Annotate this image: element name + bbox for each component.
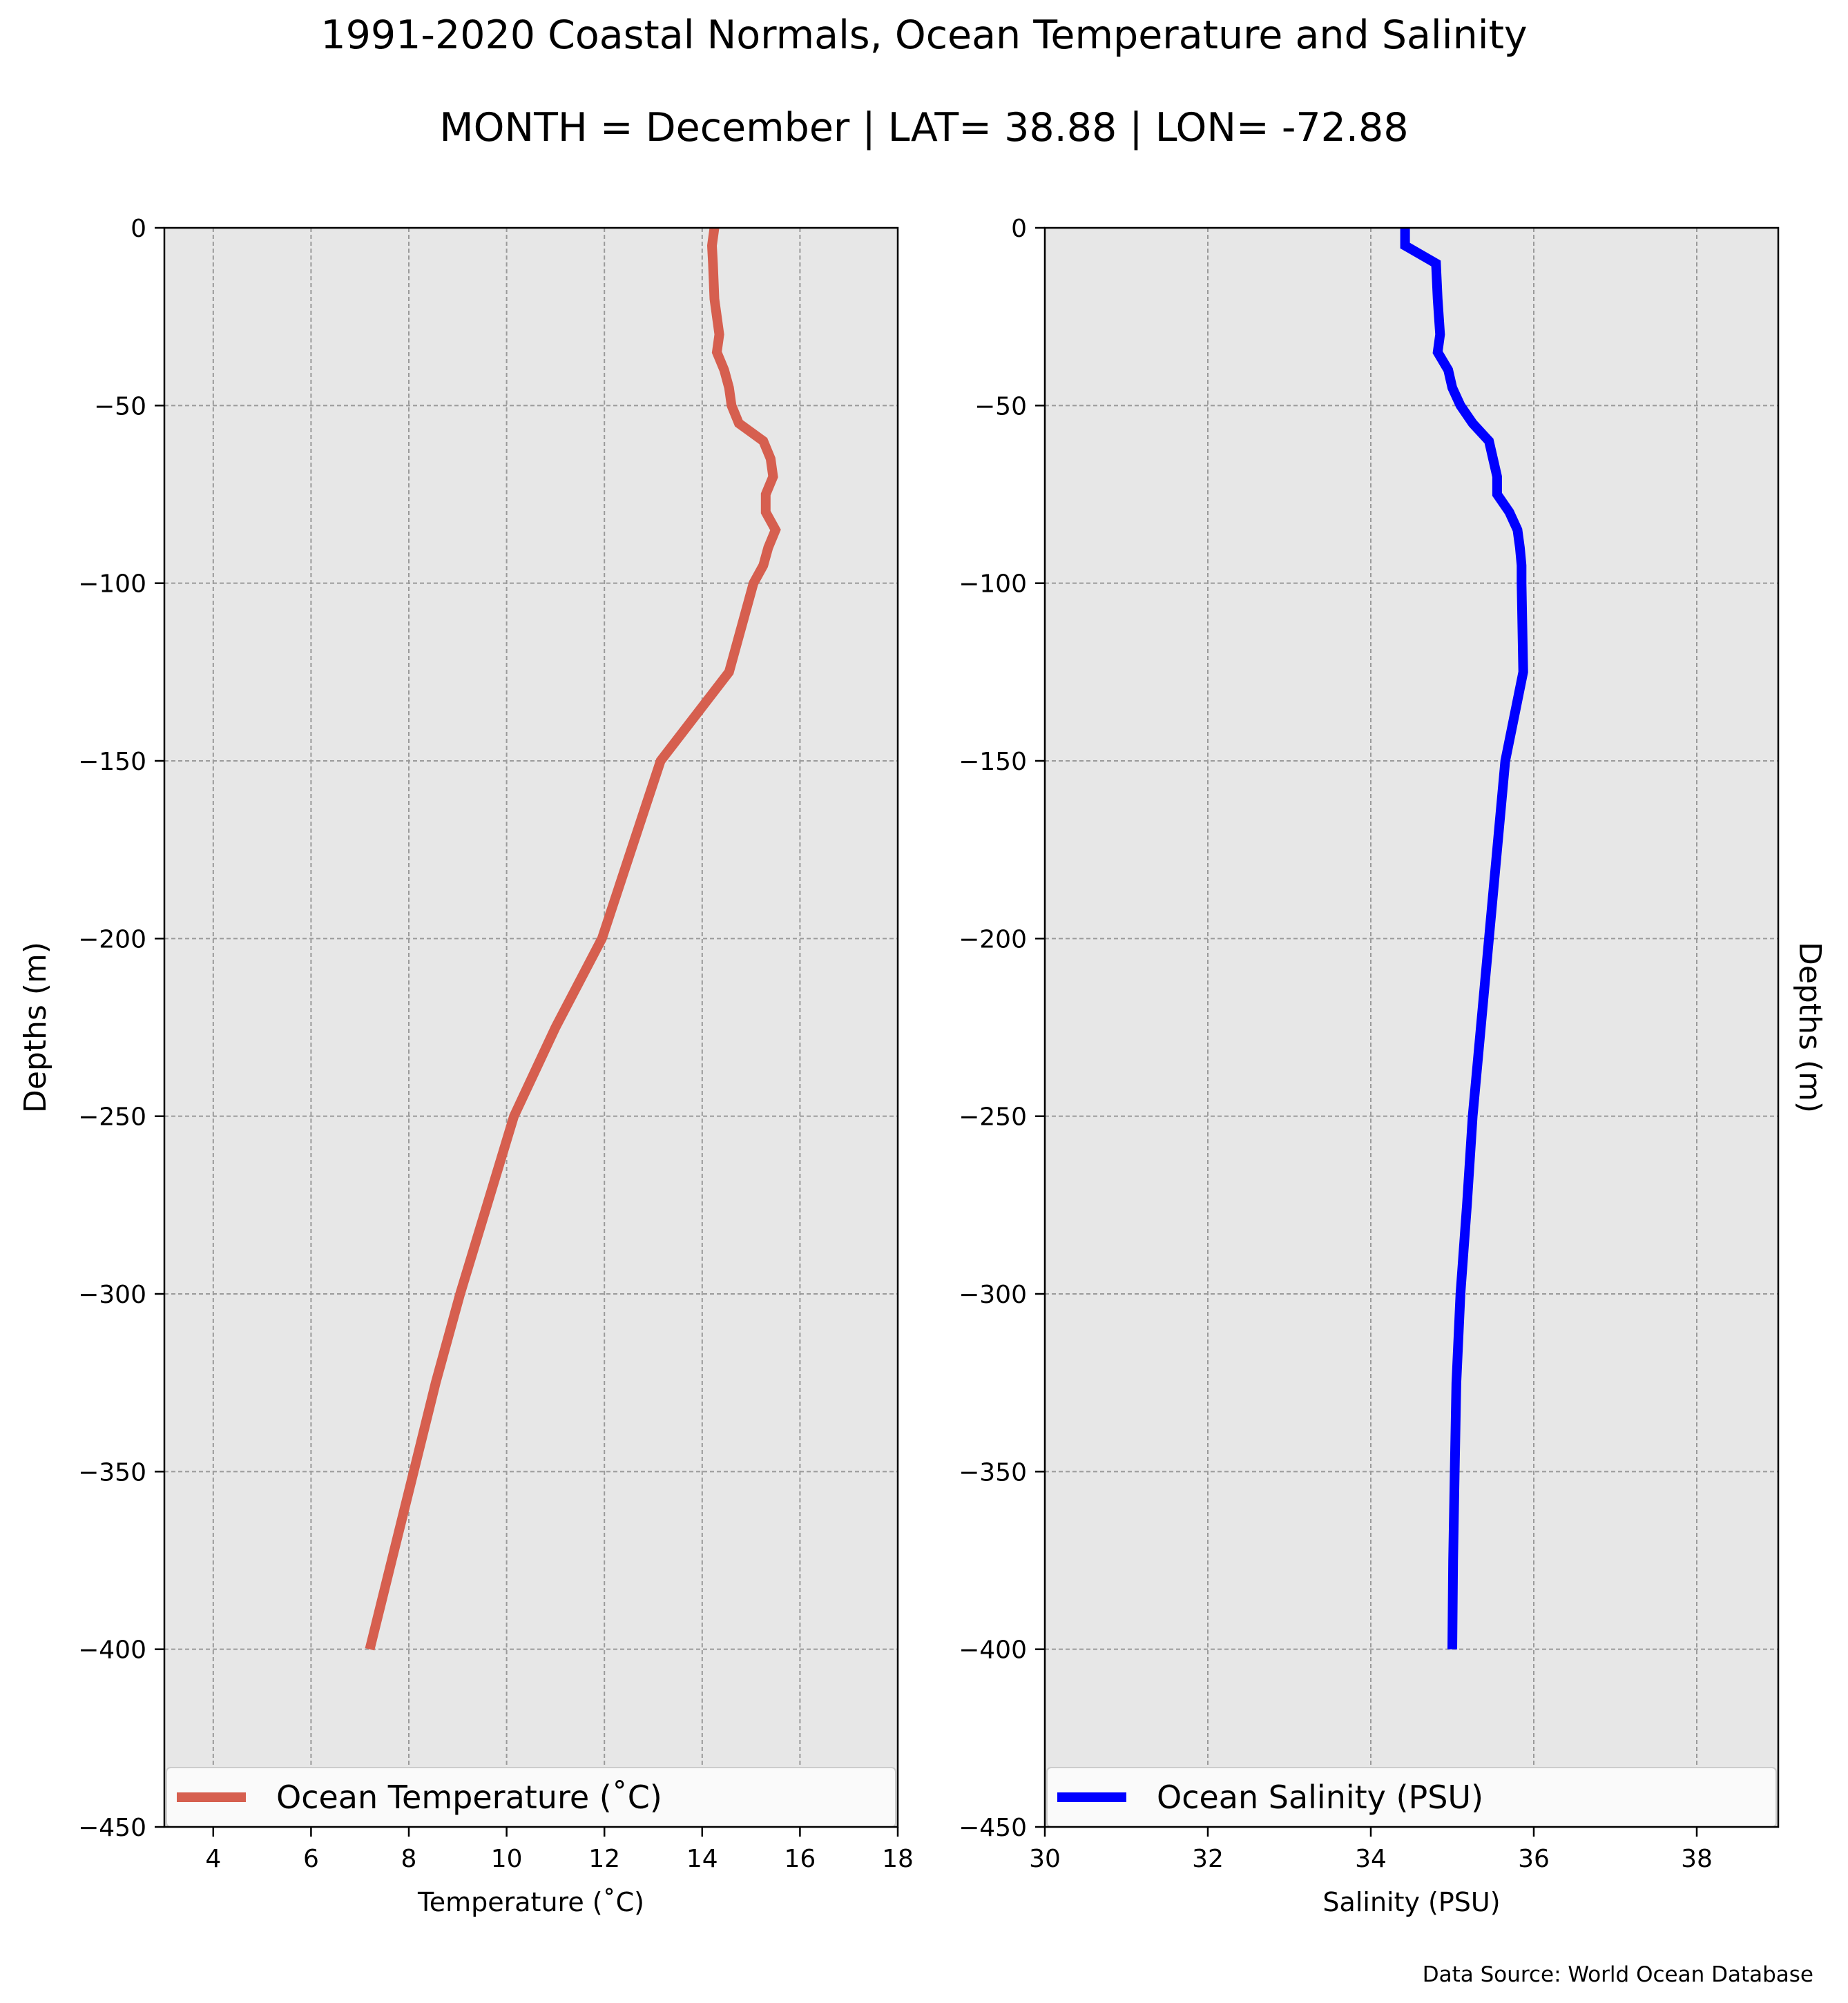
temp-y-axis-label: Depths (m) xyxy=(18,942,53,1113)
sal-x-tick-label: 32 xyxy=(1192,1845,1224,1873)
temp-y-tick-label: −100 xyxy=(78,570,146,599)
temp-y-tick-label: −400 xyxy=(78,1636,146,1665)
data-source-note: Data Source: World Ocean Database xyxy=(1422,1962,1813,1987)
temp-y-tick-label: −200 xyxy=(78,925,146,954)
sal-y-axis-label: Depths (m) xyxy=(1792,942,1827,1113)
sal-y-tick-label: −300 xyxy=(959,1281,1027,1309)
sal-y-tick-label: −100 xyxy=(959,570,1027,599)
chart-subtitle: MONTH = December | LAT= 38.88 | LON= -72… xyxy=(439,105,1409,151)
sal-panel: Ocean Salinity (PSU) 30 32 34 36 38 0 −50 −100 −1… xyxy=(959,215,1827,1917)
temp-legend-label: Ocean Temperature (˚C) xyxy=(276,1779,662,1816)
sal-x-axis-label: Salinity (PSU) xyxy=(1322,1887,1500,1917)
temp-x-tick-label: 12 xyxy=(588,1845,620,1873)
temp-x-tick-label: 18 xyxy=(882,1845,914,1873)
sal-x-tick-label: 30 xyxy=(1029,1845,1061,1873)
chart-title: 1991-2020 Coastal Normals, Ocean Tempera… xyxy=(320,12,1528,58)
temp-y-tick-label: 0 xyxy=(131,215,146,243)
temp-y-tick-label: −350 xyxy=(78,1458,146,1487)
temp-axes-frame xyxy=(163,226,899,1828)
sal-y-tick-label: −350 xyxy=(959,1458,1027,1487)
temp-y-tick-label: −50 xyxy=(94,392,146,420)
temp-x-tick-label: 6 xyxy=(303,1845,319,1873)
sal-y-tick-label: −250 xyxy=(959,1103,1027,1132)
temp-x-tick-label: 8 xyxy=(401,1845,417,1873)
sal-plot-background xyxy=(1045,228,1778,1827)
temp-y-tick-label: −450 xyxy=(78,1814,146,1842)
sal-axes-frame xyxy=(1043,226,1780,1828)
temp-plot-background xyxy=(164,228,898,1827)
sal-y-tick-label: −400 xyxy=(959,1636,1027,1665)
temp-series-line xyxy=(365,227,781,1651)
temp-x-tick-label: 10 xyxy=(491,1845,523,1873)
temp-x-axis-label: Temperature (˚C) xyxy=(417,1887,644,1917)
temp-x-tick-label: 4 xyxy=(205,1845,221,1873)
temp-panel: Ocean Temperature (˚C) 4 6 8 10 12 14 16 18 0 −50 −… xyxy=(18,215,914,1917)
sal-x-tick-label: 38 xyxy=(1681,1845,1713,1873)
sal-y-tick-label: −150 xyxy=(959,748,1027,776)
sal-legend-label: Ocean Salinity (PSU) xyxy=(1157,1779,1483,1816)
temp-x-tick-label: 16 xyxy=(784,1845,816,1873)
sal-y-tick-label: 0 xyxy=(1011,215,1027,243)
temp-y-tick-label: −150 xyxy=(78,748,146,776)
temp-y-tick-label: −250 xyxy=(78,1103,146,1132)
sal-series-line xyxy=(1400,228,1528,1649)
sal-x-tick-label: 36 xyxy=(1518,1845,1550,1873)
sal-y-tick-label: −450 xyxy=(959,1814,1027,1842)
sal-x-tick-label: 34 xyxy=(1355,1845,1387,1873)
temp-x-tick-label: 14 xyxy=(686,1845,718,1873)
sal-y-tick-label: −200 xyxy=(959,925,1027,954)
sal-y-tick-label: −50 xyxy=(974,392,1027,420)
temp-y-tick-label: −300 xyxy=(78,1281,146,1309)
